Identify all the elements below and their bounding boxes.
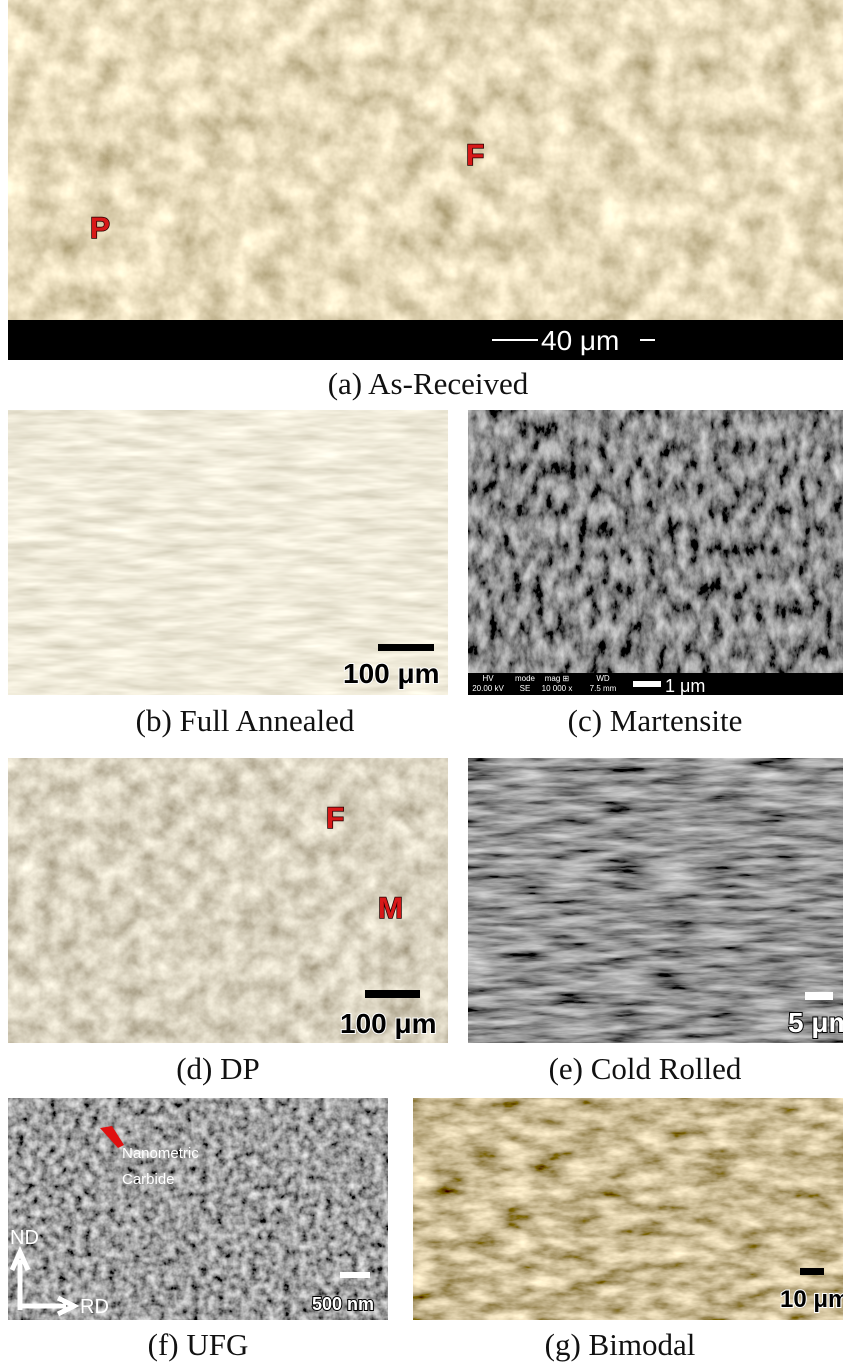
micrograph (8, 1098, 388, 1320)
caption: (d) DP (176, 1051, 260, 1086)
caption: (f) UFG (148, 1327, 249, 1362)
scale-bar (365, 990, 420, 998)
info-value: SE (520, 684, 531, 693)
info-header: WD (596, 674, 610, 683)
figure: 40 μm P F (a) As-Received 100 μm (b) Ful… (0, 0, 843, 1370)
scale-label: 10 μm (780, 1286, 843, 1313)
micrograph (468, 758, 843, 1043)
caption: (e) Cold Rolled (549, 1051, 742, 1086)
axis-label: RD (80, 1296, 109, 1318)
phase-label: M (378, 892, 403, 925)
info-value: 20.00 kV (472, 684, 504, 693)
annotation: Nanometric (122, 1145, 199, 1162)
phase-label: F (466, 139, 484, 172)
scale-bar (340, 1272, 370, 1278)
panel-b: 100 μm (b) Full Annealed (8, 410, 448, 738)
caption: (g) Bimodal (545, 1327, 696, 1362)
micrograph (468, 410, 843, 673)
scale-label: 500 nm (312, 1294, 374, 1314)
scale-bar (800, 1268, 824, 1275)
scale-bar (633, 681, 661, 687)
panel-e: 5 μm (e) Cold Rolled (468, 758, 843, 1086)
scale-bar-strip (8, 320, 843, 360)
phase-label: P (90, 212, 110, 245)
panel-c: HV mode mag ⊞ WD 20.00 kV SE 10 000 x 7.… (468, 410, 843, 738)
caption: (a) As-Received (328, 366, 529, 401)
panel-f: Nanometric Carbide ND RD 500 nm (f) UFG (8, 1098, 388, 1362)
micrograph (8, 410, 448, 695)
info-value: 10 000 x (542, 684, 573, 693)
scale-label: 100 μm (340, 1008, 437, 1039)
scale-label: 40 μm (541, 325, 619, 356)
scale-bar (378, 644, 434, 651)
scale-label: 100 μm (343, 658, 440, 689)
annotation: Carbide (122, 1171, 175, 1188)
info-value: 7.5 mm (590, 684, 617, 693)
info-header: mode (515, 674, 536, 683)
info-header: mag ⊞ (545, 674, 570, 683)
panel-d: F M 100 μm (d) DP (8, 758, 448, 1086)
scale-label: 5 μm (788, 1007, 843, 1038)
caption: (c) Martensite (568, 703, 743, 738)
caption: (b) Full Annealed (136, 703, 355, 738)
micrograph (413, 1098, 843, 1320)
panel-g: 10 μm (g) Bimodal (413, 1098, 843, 1362)
scale-label: 1 μm (665, 676, 705, 696)
scale-bar (805, 992, 833, 1000)
panel-a: 40 μm P F (a) As-Received (8, 0, 843, 401)
info-header: HV (482, 674, 494, 683)
phase-label: F (326, 802, 344, 835)
axis-label: ND (10, 1227, 39, 1249)
micrograph (8, 0, 843, 320)
